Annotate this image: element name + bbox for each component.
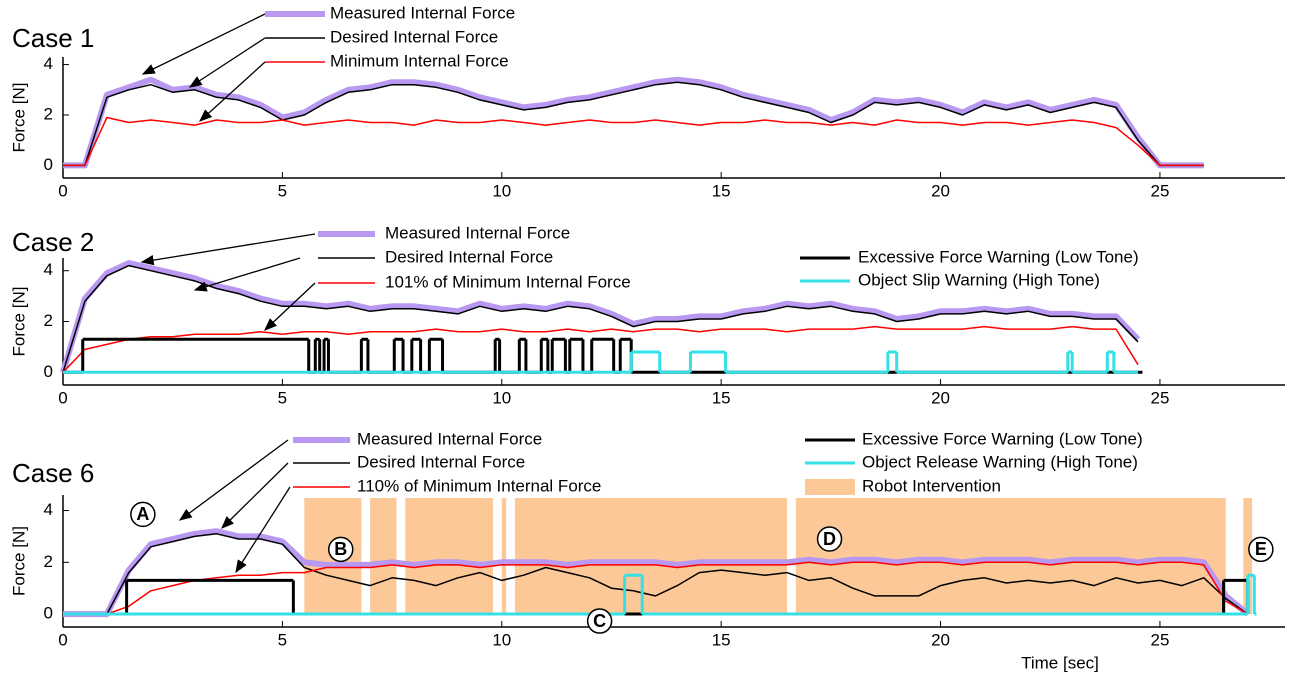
series-line — [63, 76, 1204, 169]
arrow — [193, 257, 301, 292]
legend-label: Minimum Internal Force — [330, 51, 509, 70]
annotation-circle — [327, 536, 354, 563]
x-tick-label: 5 — [278, 181, 287, 200]
arrow — [264, 282, 316, 331]
intervention-span — [795, 498, 1226, 615]
legend-label: Desired Internal Force — [330, 27, 498, 46]
arrow — [141, 13, 266, 75]
x-tick-label: 25 — [1150, 181, 1169, 200]
y-tick-label: 2 — [44, 311, 53, 330]
x-tick-label: 10 — [492, 630, 511, 649]
arrow — [235, 486, 291, 574]
intervention-span — [501, 498, 507, 615]
legend-swatch — [805, 479, 855, 495]
y-tick-label: 0 — [44, 155, 53, 174]
intervention-span — [370, 498, 397, 615]
chart-title: Case 6 — [12, 458, 94, 488]
x-tick-label: 0 — [58, 181, 67, 200]
x-tick-label: 15 — [712, 181, 731, 200]
series-line — [62, 264, 1139, 373]
y-axis-label: Force [N] — [9, 287, 28, 357]
x-tick-label: 25 — [1150, 388, 1169, 407]
annotation-label: E — [1255, 539, 1267, 559]
legend-label: 110% of Minimum Internal Force — [357, 476, 601, 495]
legend-label: Measured Internal Force — [357, 429, 542, 448]
series-line — [63, 116, 1204, 167]
y-axis-label: Force [N] — [9, 83, 28, 153]
annotation-circle — [1248, 536, 1274, 563]
plot-area — [63, 528, 1257, 618]
chart-title: Case 1 — [12, 23, 94, 53]
intervention-span — [1243, 498, 1253, 615]
annotation-label: D — [823, 529, 836, 549]
annotation-circle — [816, 526, 843, 552]
legend-label: Desired Internal Force — [385, 247, 553, 266]
annotation-circle — [586, 608, 613, 634]
annotation-label: C — [593, 611, 606, 631]
legend-label: Robot Intervention — [862, 476, 1001, 495]
arrow — [188, 37, 266, 88]
x-tick-label: 0 — [58, 630, 67, 649]
arrow — [199, 61, 266, 122]
series-line — [63, 561, 1249, 615]
x-tick-label: 0 — [58, 388, 67, 407]
intervention-span — [405, 498, 494, 615]
plot-area — [63, 76, 1204, 169]
x-axis-label: Time [sec] — [1021, 653, 1099, 672]
x-tick-label: 10 — [492, 181, 511, 200]
y-tick-label: 0 — [44, 604, 53, 623]
x-tick-label: 20 — [931, 630, 950, 649]
series-line — [63, 528, 1250, 618]
series-line — [63, 533, 1249, 615]
legend-label: Excessive Force Warning (Low Tone) — [862, 429, 1143, 448]
x-tick-label: 20 — [931, 181, 950, 200]
y-tick-label: 4 — [44, 500, 53, 519]
legend-label: Object Release Warning (High Tone) — [862, 452, 1138, 471]
x-tick-label: 5 — [278, 388, 287, 407]
y-tick-label: 2 — [44, 104, 53, 123]
y-tick-label: 0 — [44, 362, 53, 381]
annotation-label: A — [136, 504, 149, 524]
legend-label: Desired Internal Force — [357, 452, 525, 471]
legend-label: Excessive Force Warning (Low Tone) — [858, 247, 1139, 266]
x-tick-label: 15 — [712, 630, 731, 649]
background-layer — [304, 498, 1253, 615]
series-line — [62, 325, 1139, 373]
arrow — [178, 439, 289, 521]
annotation-circle — [130, 501, 156, 528]
arrows — [140, 13, 316, 574]
intervention-span — [514, 498, 787, 615]
x-tick-label: 15 — [712, 388, 731, 407]
y-tick-label: 4 — [44, 260, 53, 279]
x-tick-label: 20 — [931, 388, 950, 407]
y-tick-label: 2 — [44, 552, 53, 571]
x-tick-label: 5 — [278, 630, 287, 649]
legend-label: Measured Internal Force — [385, 223, 570, 242]
series-line — [63, 81, 1204, 167]
x-tick-label: 25 — [1150, 630, 1169, 649]
x-tick-label: 10 — [492, 388, 511, 407]
chart-title: Case 2 — [12, 227, 94, 257]
legend-label: 101% of Minimum Internal Force — [385, 272, 631, 291]
legend-label: Object Slip Warning (High Tone) — [858, 270, 1100, 289]
arrow — [221, 462, 289, 529]
plot-area — [60, 260, 1143, 374]
arrow — [140, 233, 316, 266]
legend-label: Measured Internal Force — [330, 3, 515, 22]
y-tick-label: 4 — [44, 54, 53, 73]
annotation-label: B — [334, 539, 347, 559]
y-axis-label: Force [N] — [9, 526, 28, 596]
series-line — [60, 260, 1141, 374]
